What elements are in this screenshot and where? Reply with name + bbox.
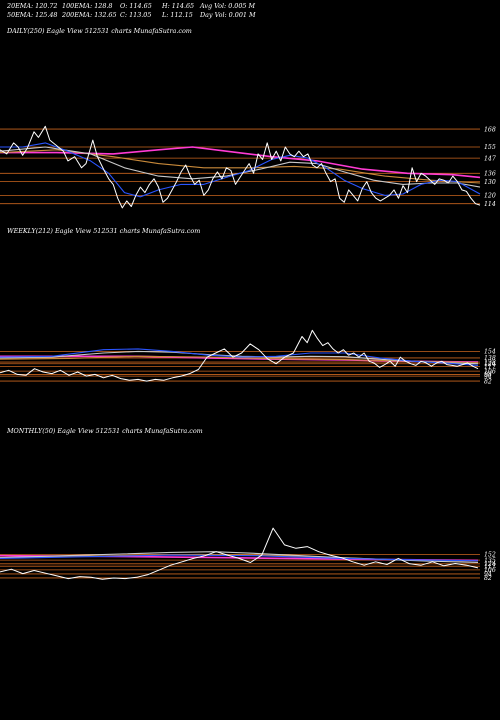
monthly-ytick-4: 106 (484, 567, 496, 574)
daily-panel-title: DAILY(250) Eagle View 512531 charts Muna… (7, 27, 192, 35)
weekly-ytick-1: 138 (484, 355, 496, 362)
daily-ema20-line (0, 142, 481, 198)
header-open: O: 114.65 (120, 2, 152, 10)
weekly-ytick-6: 98 (484, 372, 492, 379)
monthly-ytick-1: 135 (484, 557, 496, 564)
weekly-ytick-0: 154 (484, 349, 496, 356)
weekly-ytick-3: 124 (484, 361, 496, 368)
weekly-ytick-5: 106 (484, 368, 496, 375)
daily-ytick-2: 147 (484, 155, 496, 162)
weekly-ytick-8: 82 (484, 378, 492, 385)
monthly-ytick-2: 124 (484, 561, 496, 568)
header-ema20: 20EMA: 120.72 (7, 2, 58, 10)
monthly-ytick-0: 152 (484, 552, 496, 559)
monthly-panel-title: MONTHLY(50) Eagle View 512531 charts Mun… (7, 427, 203, 435)
monthly-ytick-6: 82 (484, 575, 492, 582)
header-ema200: 200EMA: 132.65 (62, 11, 117, 19)
monthly-price-line (0, 527, 479, 580)
header-ema100: 100EMA: 128.8 (62, 2, 113, 10)
daily-ytick-3: 136 (484, 170, 496, 177)
weekly-ytick-2: 128 (484, 359, 496, 366)
weekly-ema20-line (0, 348, 479, 366)
weekly-ytick-4: 117 (484, 364, 496, 371)
daily-ytick-1: 155 (484, 144, 496, 151)
weekly-price-line (0, 329, 479, 382)
header-ema50: 50EMA: 125.48 (7, 11, 58, 19)
monthly-ytick-3: 117 (484, 563, 496, 570)
monthly-ytick-5: 94 (484, 571, 492, 578)
header-low: L: 112.15 (162, 11, 193, 19)
header-close: C: 113.05 (120, 11, 152, 19)
daily-ytick-4: 130 (484, 179, 496, 186)
monthly-ema50-line (0, 551, 479, 564)
daily-ema200-line (0, 146, 481, 179)
weekly-ytick-7: 94 (484, 373, 492, 380)
monthly-ema20-line (0, 554, 479, 562)
daily-ema100-line (0, 149, 481, 184)
daily-ytick-0: 168 (484, 126, 496, 133)
daily-ytick-5: 120 (484, 193, 496, 200)
daily-ema50-line (0, 146, 481, 188)
header-high: H: 114.65 (162, 2, 195, 10)
weekly-panel-title: WEEKLY(212) Eagle View 512531 charts Mun… (7, 227, 201, 235)
header-day-vol: Day Vol: 0.001 M (200, 11, 256, 19)
daily-ytick-6: 114 (484, 201, 496, 208)
header-avg-vol: Avg Vol: 0.005 M (200, 2, 256, 10)
daily-price-line (0, 125, 481, 209)
